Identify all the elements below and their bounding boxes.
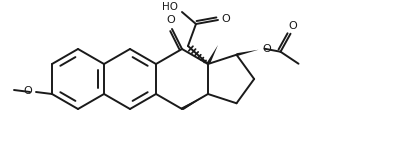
Polygon shape (180, 94, 208, 110)
Text: O: O (166, 15, 176, 25)
Polygon shape (236, 50, 258, 56)
Text: O: O (222, 14, 230, 24)
Text: HO: HO (162, 2, 178, 12)
Text: O: O (262, 44, 271, 54)
Polygon shape (208, 94, 239, 103)
Polygon shape (206, 45, 218, 64)
Text: O: O (23, 86, 33, 96)
Text: O: O (288, 21, 297, 31)
